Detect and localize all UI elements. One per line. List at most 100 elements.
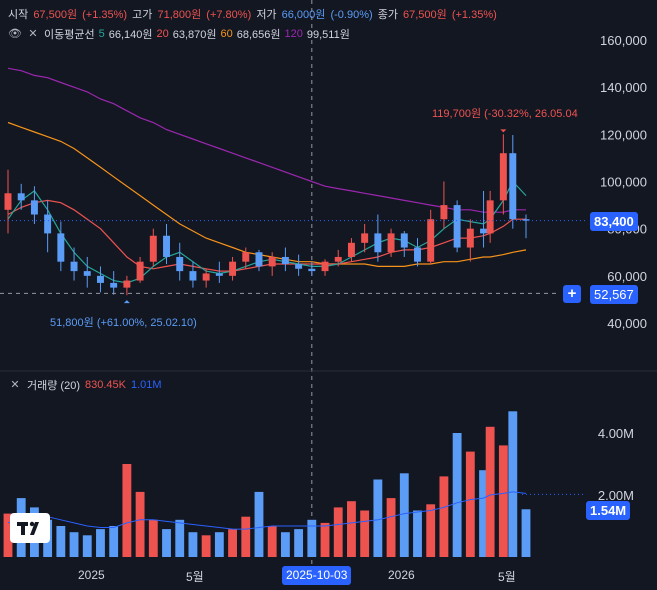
candle-body	[308, 268, 316, 272]
volume-bar	[333, 507, 343, 557]
ma5-value: 66,140원	[108, 29, 153, 41]
candle-body	[83, 271, 91, 276]
last-price-pill: 83,400	[590, 212, 638, 231]
volume-bar	[267, 526, 277, 557]
price-tick-label: 100,000	[600, 175, 647, 190]
candle-body	[255, 252, 263, 267]
candle-body	[486, 200, 494, 234]
ma120-period: 120	[284, 28, 303, 40]
low-label: 저가	[256, 9, 277, 21]
open-label: 시작	[8, 9, 29, 21]
volume-bar	[69, 532, 79, 557]
low-annotation: 51,800원 (+61.00%, 25.02.10)	[50, 317, 197, 329]
volume-bar	[228, 529, 237, 557]
volume-current: 830.45K	[84, 379, 126, 391]
x-tick-label: 5월	[186, 570, 204, 584]
candle-body	[414, 247, 421, 262]
candle-body	[136, 261, 144, 281]
volume-axis[interactable]: 4.00M 2.00M	[598, 426, 634, 503]
ma5-line	[7, 180, 527, 284]
volume-bar	[82, 535, 92, 557]
candle-body	[466, 228, 474, 248]
ma60-line	[7, 121, 527, 267]
high-annotation: 119,700원 (-30.32%, 26.05.04	[432, 108, 578, 120]
volume-bar	[439, 476, 449, 557]
low-value: 66,000원	[281, 9, 326, 21]
price-tick-label: 40,000	[607, 316, 647, 331]
candle-body	[387, 233, 395, 253]
volume-tick-label: 2.00M	[598, 488, 634, 503]
volume-bar	[135, 491, 145, 557]
volume-bar	[175, 519, 185, 557]
candle-body	[44, 214, 52, 234]
candle-body	[321, 261, 329, 272]
volume-bar	[307, 519, 317, 557]
candle-body	[400, 233, 408, 248]
volume-bar	[508, 411, 518, 557]
candle-body	[149, 235, 157, 262]
volume-bar	[162, 529, 171, 557]
candle-body	[123, 280, 131, 288]
low-marker	[123, 300, 130, 304]
tradingview-logo[interactable]	[10, 513, 50, 543]
add-alert-button[interactable]: +	[563, 285, 581, 303]
candle-body	[57, 233, 65, 262]
cursor-price-pill: 52,567	[590, 285, 638, 304]
candle-body	[361, 233, 369, 243]
candle-body	[242, 252, 250, 262]
candle-body	[480, 228, 488, 234]
volume-bar	[426, 504, 436, 557]
ma60-period: 60	[220, 28, 233, 40]
ma120-value: 99,511원	[306, 29, 350, 41]
tradingview-logo-icon	[17, 521, 39, 535]
volume-bar	[241, 516, 251, 557]
candle-body	[110, 282, 118, 288]
price-axis[interactable]: 160,000140,000120,000100,00080,00060,000…	[600, 33, 647, 331]
close-change: (+1.35%)	[451, 9, 497, 21]
candle-body	[347, 242, 355, 257]
close-icon[interactable]: ✕	[28, 28, 38, 40]
volume-bar	[386, 498, 396, 557]
low-change: (-0.90%)	[330, 9, 373, 21]
volume-ma-line	[7, 491, 527, 530]
volume-title: 거래량 (20)	[27, 380, 80, 392]
crosshair-date-pill: 2025-10-03	[282, 566, 352, 585]
volume-bar	[96, 529, 105, 557]
ma20-value: 63,870원	[172, 29, 217, 41]
close-icon[interactable]: ✕	[10, 379, 20, 391]
volume-bar	[485, 426, 495, 557]
ohlc-legend: 시작 67,500원 (+1.35%) 고가 71,800원 (+7.80%) …	[8, 6, 499, 22]
volume-bar	[373, 479, 383, 557]
x-tick-label: 2025	[78, 568, 105, 582]
volume-bar	[360, 510, 370, 557]
visibility-icon[interactable]: 👁	[8, 28, 22, 40]
moving-average-lines	[7, 67, 527, 284]
candle-body	[176, 256, 184, 272]
ma60-value: 68,656원	[236, 29, 281, 41]
volume-bar	[413, 510, 422, 557]
open-change: (+1.35%)	[82, 9, 128, 21]
volume-bar	[3, 513, 13, 557]
volume-bar	[254, 491, 264, 557]
candle-body	[268, 256, 276, 267]
candlesticks	[4, 134, 530, 296]
volume-tick-label: 4.00M	[598, 426, 634, 441]
volume-bar	[280, 532, 290, 557]
volume-bar	[214, 532, 224, 557]
candle-body	[189, 271, 197, 281]
open-value: 67,500원	[33, 9, 78, 21]
volume-bar	[465, 451, 475, 557]
candle-body	[374, 233, 382, 253]
candle-body	[295, 264, 303, 269]
ma-legend: 👁 ✕ 이동평균선 5 66,140원 20 63,870원 60 68,656…	[8, 26, 350, 42]
price-tick-label: 120,000	[600, 127, 647, 142]
high-label: 고가	[132, 9, 153, 21]
price-tick-label: 60,000	[607, 269, 647, 284]
volume-bar	[294, 529, 304, 557]
candle-body	[229, 261, 237, 276]
volume-bars	[3, 411, 531, 557]
volume-bar	[56, 526, 66, 557]
candle-body	[70, 261, 78, 272]
candle-body	[281, 256, 289, 265]
